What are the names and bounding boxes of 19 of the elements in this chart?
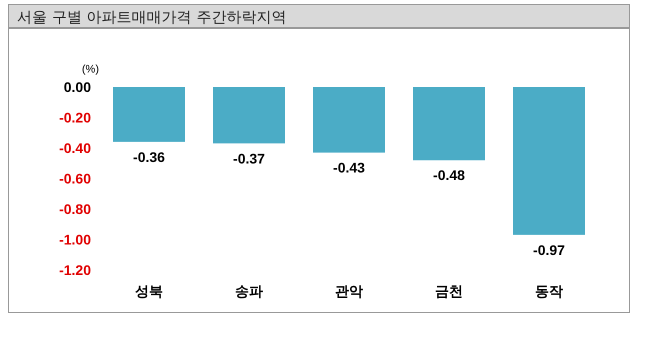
chart-title: 서울 구별 아파트매매가격 주간하락지역 bbox=[8, 4, 630, 28]
data-label: -0.37 bbox=[233, 150, 266, 166]
x-tick-label: 동작 bbox=[535, 283, 563, 299]
data-label: -0.36 bbox=[133, 148, 166, 165]
y-axis-title: (%) bbox=[82, 64, 99, 76]
x-tick-label: 송파 bbox=[235, 283, 263, 299]
x-tick-label: 관악 bbox=[335, 283, 363, 299]
y-tick-label: -1.00 bbox=[59, 232, 92, 248]
y-tick-label: -0.80 bbox=[59, 201, 92, 217]
y-tick-label: -0.20 bbox=[59, 110, 92, 126]
x-tick-label: 성북 bbox=[135, 283, 163, 299]
data-label: -0.43 bbox=[333, 160, 366, 176]
data-label: -0.48 bbox=[433, 167, 466, 184]
y-tick-label: -1.20 bbox=[59, 262, 92, 278]
y-tick-label: -0.40 bbox=[59, 140, 92, 156]
data-label: -0.97 bbox=[533, 242, 566, 258]
y-tick-label: -0.60 bbox=[59, 170, 92, 186]
y-tick-label: 0.00 bbox=[64, 79, 92, 95]
x-tick-label: 금천 bbox=[435, 283, 463, 299]
